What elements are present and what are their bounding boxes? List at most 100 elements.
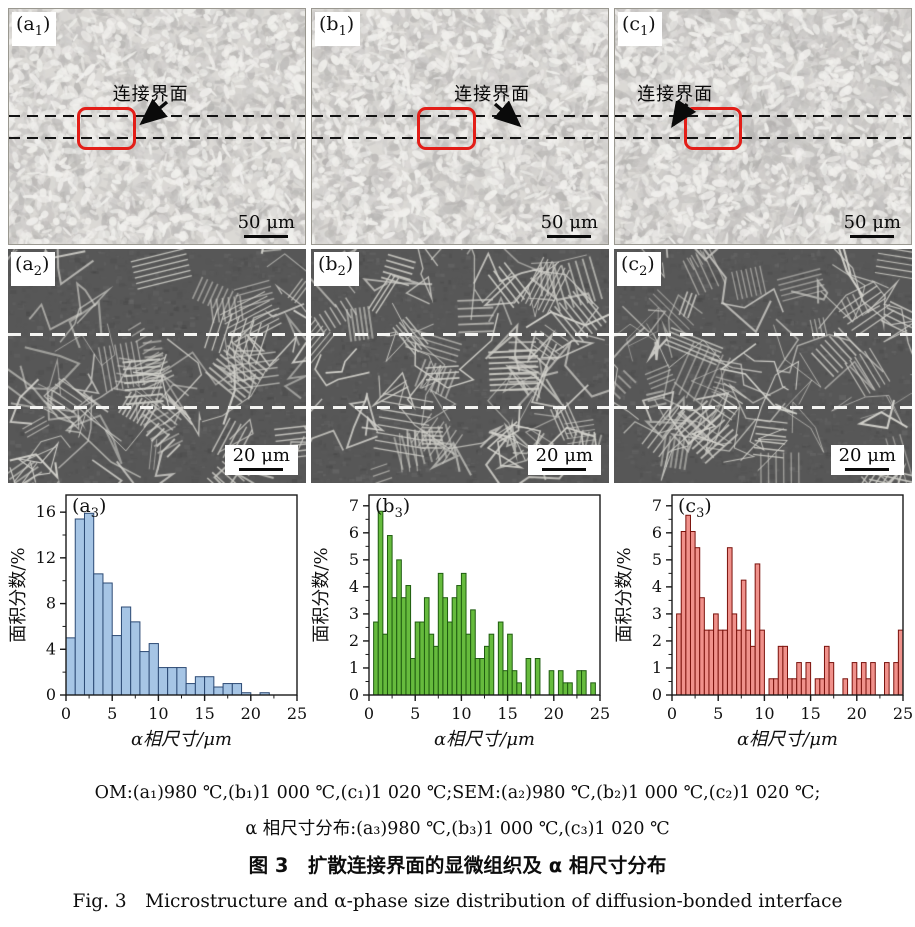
- scale-bar: 50 μm: [541, 213, 598, 238]
- histogram-bar: [139, 651, 150, 696]
- panel-label-text: (b: [318, 253, 338, 275]
- scale-bar-label: 20 μm: [232, 445, 290, 466]
- y-tick-label: 3: [652, 604, 662, 623]
- histogram-bar: [856, 678, 862, 696]
- histogram-bar: [176, 667, 187, 696]
- interface-highlight-box: [417, 106, 477, 150]
- histogram-bar: [796, 662, 802, 696]
- histogram-bar: [204, 676, 215, 696]
- chart-label-text: ): [402, 495, 411, 517]
- histogram-bar: [414, 621, 421, 696]
- chart-label-text: ): [98, 495, 107, 517]
- histogram-bar: [525, 658, 532, 696]
- y-tick-label: 8: [46, 594, 56, 613]
- chart-label-subscript: 3: [90, 505, 99, 521]
- panel-label-text: ): [648, 13, 656, 35]
- histogram-bar: [516, 682, 522, 696]
- panel-label-text: ): [647, 253, 655, 275]
- scale-bar-line: [244, 235, 289, 238]
- histogram-bar: [460, 572, 467, 696]
- scale-bar-line: [542, 468, 587, 471]
- x-tick-label: 20: [847, 704, 867, 723]
- histogram-bar: [773, 678, 779, 696]
- panel-label-b2: (b2): [314, 252, 360, 286]
- panel-label-text: (b: [319, 13, 339, 35]
- scale-bar: 20 μm: [527, 445, 601, 475]
- histogram-bar: [581, 670, 587, 696]
- figure-title-english: Fig. 3 Microstructure and α-phase size d…: [72, 891, 843, 912]
- sem-micrograph-image: [8, 249, 306, 483]
- scale-bar-line: [547, 235, 592, 238]
- panel-label-subscript: 2: [337, 263, 346, 279]
- y-tick-label: 2: [652, 631, 662, 650]
- panel-label-text: (a: [16, 13, 35, 35]
- histogram-bar: [102, 582, 113, 696]
- histogram-bar: [676, 613, 682, 696]
- histogram-bar: [65, 637, 76, 696]
- panel-label-text: ): [42, 13, 51, 35]
- histogram-bar: [479, 658, 486, 696]
- sem-micrograph-panel-b2: (b2) 20 μm: [311, 249, 609, 483]
- histogram-bar: [400, 597, 407, 696]
- panel-label-text: (a: [15, 253, 34, 275]
- y-tick-label: 6: [652, 523, 662, 542]
- panel-label-text: ): [345, 253, 354, 275]
- histogram-bar: [694, 547, 701, 696]
- histogram-bar: [736, 629, 742, 696]
- histogram-bar: [484, 645, 490, 696]
- y-tick-label: 4: [652, 577, 662, 596]
- y-tick-label: 2: [349, 631, 359, 650]
- y-tick-label: 0: [652, 685, 662, 704]
- histogram-bar: [680, 530, 687, 696]
- x-tick-label: 25: [287, 704, 306, 723]
- x-axis-label: α相尺寸/μm: [737, 729, 838, 750]
- x-tick-label: 20: [241, 704, 261, 723]
- y-tick-label: 4: [349, 577, 359, 596]
- interface-annotation: 连接界面: [637, 83, 714, 105]
- interface-arrow-icon: [671, 100, 697, 128]
- panel-label-subscript: 2: [639, 263, 648, 279]
- chart-label-text: (b: [375, 495, 395, 517]
- interface-lower-dashed-line: [614, 405, 912, 409]
- figure-title-chinese: 图 3 扩散连接界面的显微组织及 α 相尺寸分布: [248, 854, 667, 877]
- panel-label-c1: (c1): [618, 12, 662, 46]
- chart-label-text: (a: [72, 495, 91, 517]
- histogram-bar: [768, 678, 775, 696]
- x-tick-label: 5: [410, 704, 420, 723]
- scale-bar: 50 μm: [238, 213, 295, 238]
- histogram-bar: [782, 645, 789, 696]
- histogram-bar: [740, 579, 747, 696]
- histogram-bar: [722, 629, 728, 696]
- interface-upper-dashed-line: [615, 114, 911, 117]
- histogram-bar: [497, 621, 504, 696]
- x-tick-label: 20: [544, 704, 564, 723]
- interface-lower-dashed-line: [312, 137, 608, 140]
- om-micrograph-image: [9, 9, 305, 244]
- x-tick-label: 5: [107, 704, 117, 723]
- histogram-bar: [823, 645, 830, 696]
- panel-label-subscript: 1: [34, 23, 43, 39]
- histogram-bar: [731, 613, 738, 696]
- interface-lower-dashed-line: [9, 137, 305, 140]
- histogram-bar: [451, 597, 458, 696]
- interface-upper-dashed-line: [312, 114, 608, 117]
- histogram-bar: [474, 658, 481, 696]
- histogram-bar: [373, 621, 379, 696]
- panel-label-text: ): [346, 13, 355, 35]
- histogram-bar: [805, 662, 812, 696]
- histogram-bar: [800, 678, 807, 696]
- interface-upper-dashed-line: [614, 333, 912, 337]
- histogram-bar: [130, 621, 141, 696]
- interface-upper-dashed-line: [311, 333, 609, 337]
- histogram-bar: [470, 609, 476, 696]
- histogram-bar: [93, 573, 104, 696]
- y-tick-label: 0: [349, 685, 359, 704]
- histogram-bar: [428, 633, 435, 696]
- scale-bar: 50 μm: [844, 213, 901, 238]
- histogram-bar: [865, 678, 872, 696]
- histogram-a3: 0 5 10 15 20 25 0 4 8 12 16 α相尺寸/μm 面积分数/%: [8, 494, 306, 750]
- histogram-bar: [819, 678, 825, 696]
- histogram-bar: [713, 613, 719, 696]
- histogram-bar: [787, 678, 793, 696]
- histogram-bar: [777, 645, 784, 696]
